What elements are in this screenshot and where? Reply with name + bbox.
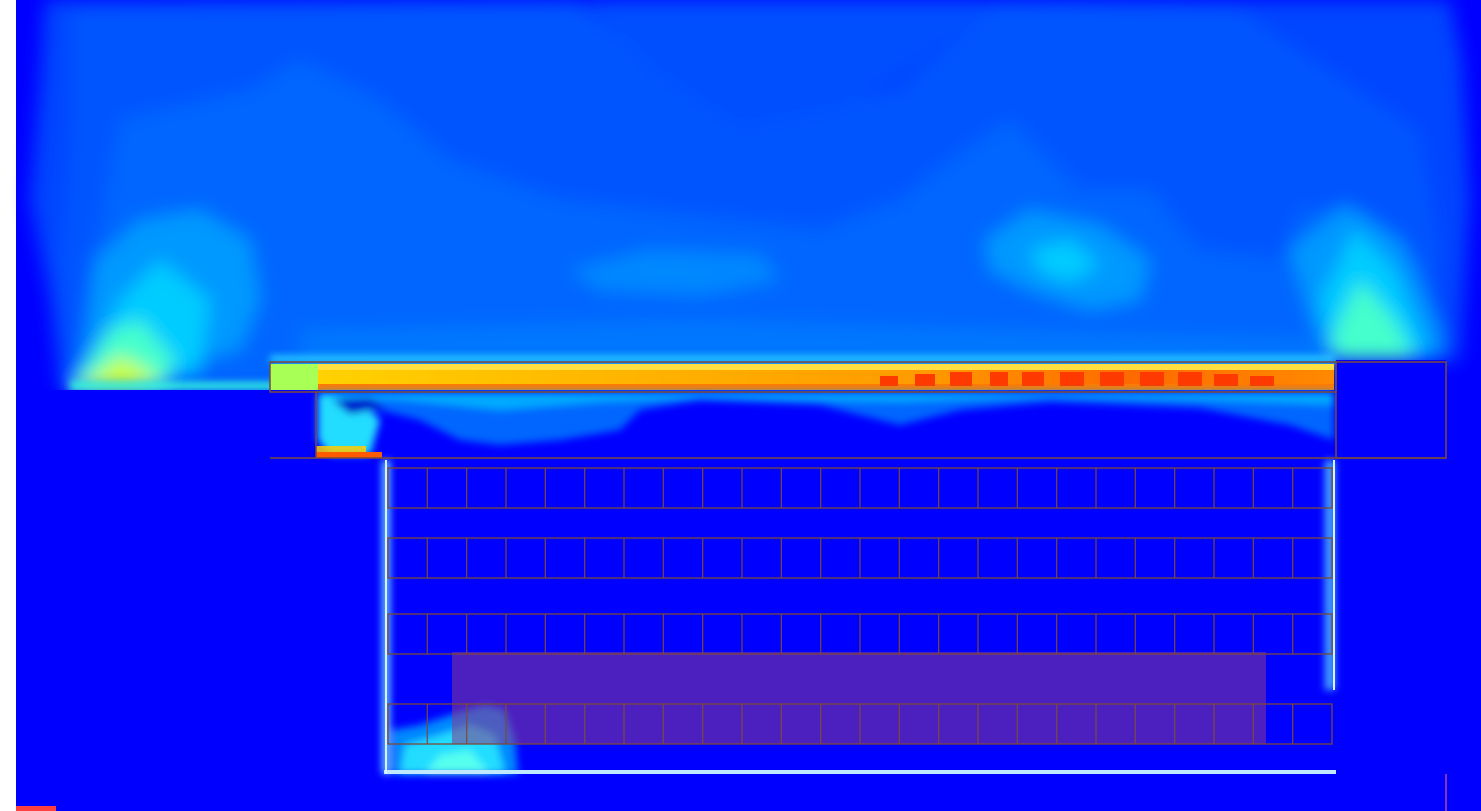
contour-band-15 bbox=[300, 320, 1330, 362]
right-ledge bbox=[1336, 360, 1446, 460]
fringe-band bbox=[270, 356, 1335, 362]
jet-eddy bbox=[1140, 372, 1164, 386]
zone-contour bbox=[332, 398, 385, 414]
zone-contour bbox=[318, 392, 1334, 410]
jet-bottom-edge bbox=[316, 384, 1334, 390]
jet-eddy bbox=[1178, 372, 1202, 386]
jet-eddy bbox=[950, 372, 972, 386]
jet-eddy bbox=[1250, 376, 1274, 386]
jet-top-edge bbox=[316, 364, 1334, 370]
supply-jet bbox=[270, 364, 1334, 390]
jet-eddy bbox=[1060, 372, 1084, 386]
jet-eddy bbox=[915, 374, 935, 386]
contour-band-13 bbox=[570, 250, 780, 295]
right-block-outline bbox=[1335, 361, 1447, 459]
jet-turbulence-marks bbox=[880, 372, 1274, 386]
fringe-band bbox=[70, 382, 280, 390]
jet-eddy bbox=[1214, 374, 1238, 386]
rack-right-fringe bbox=[1325, 460, 1335, 690]
contour-band-7 bbox=[80, 355, 160, 390]
deck-boundary-fringe bbox=[70, 356, 1335, 390]
bottom-left-vortex-core bbox=[425, 750, 490, 774]
contour-band-14 bbox=[590, 0, 1000, 130]
jet-eddy bbox=[1022, 372, 1044, 386]
contour-band-10 bbox=[1330, 280, 1415, 360]
left-ledge bbox=[16, 390, 386, 811]
zone-warm-edge bbox=[316, 446, 366, 452]
jet-eddy bbox=[1100, 372, 1124, 386]
corner-mark bbox=[16, 806, 56, 811]
jet-start bbox=[270, 364, 318, 390]
contour-band-12 bbox=[1030, 240, 1100, 282]
interstitial-zone bbox=[316, 390, 1336, 460]
overlay-region bbox=[452, 652, 1266, 744]
rack-floor bbox=[384, 770, 1336, 774]
jet-eddy bbox=[990, 372, 1008, 386]
structure-outlines bbox=[269, 361, 1447, 459]
jet-eddy bbox=[880, 376, 898, 386]
zone-hot-edge bbox=[316, 452, 382, 458]
zone-contour bbox=[318, 392, 1334, 445]
upper-plenum-contours bbox=[30, 0, 1470, 390]
rack-grid-outlines bbox=[385, 460, 1335, 774]
